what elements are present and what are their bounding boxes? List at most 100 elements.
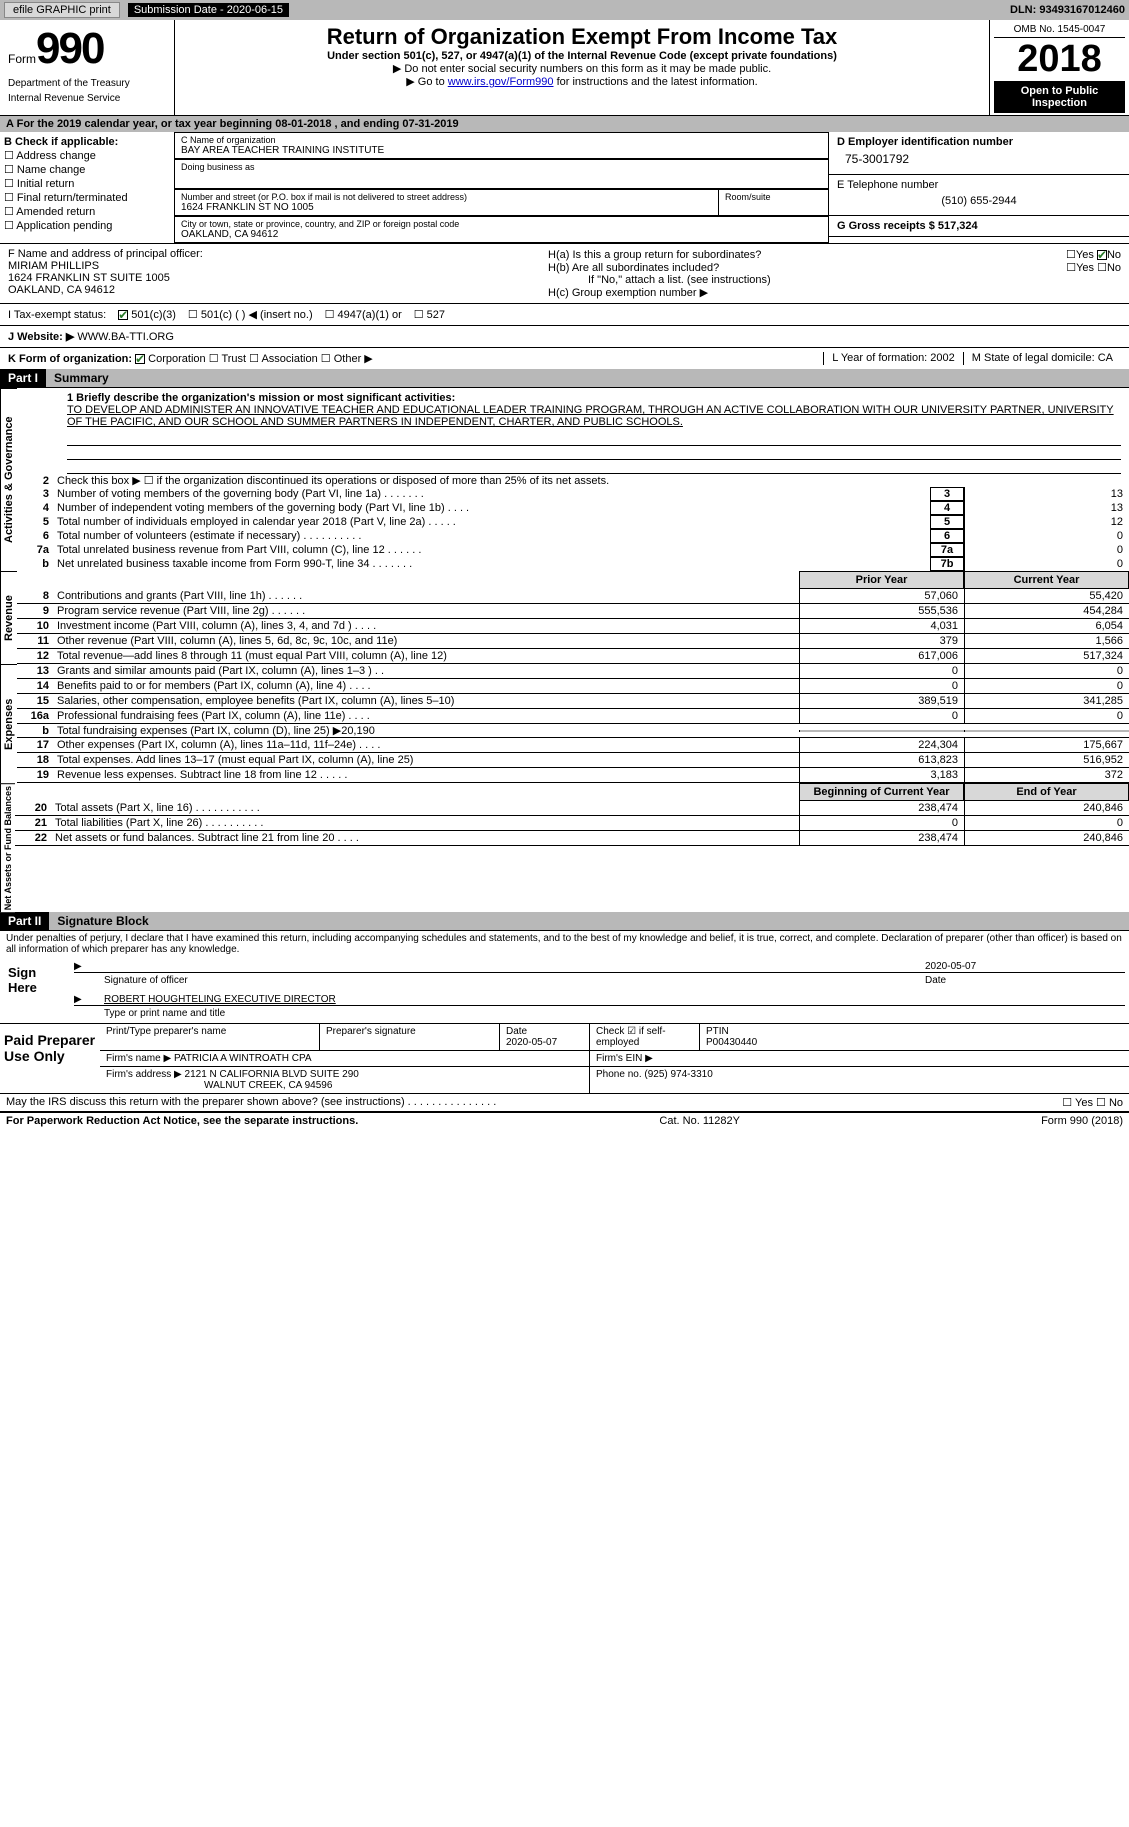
row2: Check this box ▶ ☐ if the organization d…: [57, 474, 1129, 487]
ssn-notice: ▶ Do not enter social security numbers o…: [179, 62, 985, 75]
irs: Internal Revenue Service: [8, 93, 166, 104]
ein: 75-3001792: [837, 148, 1121, 170]
dba-label: Doing business as: [181, 162, 822, 172]
hc: H(c) Group exemption number ▶: [548, 286, 1121, 299]
footer-mid: Cat. No. 11282Y: [659, 1115, 740, 1127]
g-label: G Gross receipts $ 517,324: [837, 220, 1121, 232]
part2-num: Part II: [0, 912, 49, 930]
firm-ein: Firm's EIN ▶: [590, 1051, 1129, 1066]
side-rev: Revenue: [0, 571, 17, 664]
print-name-l: Print/Type preparer's name: [100, 1024, 320, 1050]
table-row: 16aProfessional fundraising fees (Part I…: [17, 709, 1129, 724]
ha: H(a) Is this a group return for subordin…: [548, 249, 761, 261]
sign-here: Sign Here: [0, 957, 70, 1023]
officer-name-title: ROBERT HOUGHTELING EXECUTIVE DIRECTOR: [104, 994, 1125, 1005]
table-row: 8Contributions and grants (Part VIII, li…: [17, 589, 1129, 604]
curr-h: Current Year: [964, 571, 1129, 589]
i-label: I Tax-exempt status:: [8, 309, 106, 321]
tax-year: 2018: [994, 38, 1125, 81]
table-row: 10Investment income (Part VIII, column (…: [17, 619, 1129, 634]
officer-addr2: OAKLAND, CA 94612: [8, 284, 532, 296]
table-row: 6Total number of volunteers (estimate if…: [17, 529, 1129, 543]
subtitle: Under section 501(c), 527, or 4947(a)(1)…: [179, 50, 985, 62]
goto-pre: ▶ Go to: [406, 76, 447, 88]
ha-no-check: [1097, 250, 1107, 260]
hb-note: If "No," attach a list. (see instruction…: [548, 274, 1121, 286]
j-label: J Website: ▶: [8, 331, 74, 343]
side-exp: Expenses: [0, 664, 17, 783]
check-address[interactable]: ☐ Address change: [4, 149, 170, 162]
paid-preparer: Paid Preparer Use Only Print/Type prepar…: [0, 1023, 1129, 1093]
table-row: 3Number of voting members of the governi…: [17, 487, 1129, 501]
org-name: BAY AREA TEACHER TRAINING INSTITUTE: [181, 145, 822, 156]
table-row: 11Other revenue (Part VIII, column (A), …: [17, 634, 1129, 649]
e-label: E Telephone number: [837, 179, 1121, 191]
org-addr: 1624 FRANKLIN ST NO 1005: [181, 202, 712, 213]
officer-name: MIRIAM PHILLIPS: [8, 260, 532, 272]
type-name: Type or print name and title: [104, 1008, 225, 1019]
form-label: Form: [8, 52, 36, 66]
open-public: Open to Public Inspection: [994, 81, 1125, 113]
efile-btn[interactable]: efile GRAPHIC print: [4, 2, 120, 18]
table-row: 18Total expenses. Add lines 13–17 (must …: [17, 753, 1129, 768]
form-header: Form 990 Department of the Treasury Inte…: [0, 20, 1129, 116]
footer-left: For Paperwork Reduction Act Notice, see …: [6, 1115, 358, 1127]
submission-date: Submission Date - 2020-06-15: [128, 3, 289, 17]
addr-label: Number and street (or P.O. box if mail i…: [181, 192, 712, 202]
paid-label: Paid Preparer Use Only: [0, 1024, 100, 1093]
sig-date-val: 2020-05-07: [925, 961, 1125, 972]
website-url: WWW.BA-TTI.ORG: [77, 331, 174, 343]
part1-title: Summary: [46, 369, 1129, 387]
prep-sig-l: Preparer's signature: [320, 1024, 500, 1050]
table-row: 12Total revenue—add lines 8 through 11 (…: [17, 649, 1129, 664]
dept: Department of the Treasury: [8, 78, 166, 89]
f-label: F Name and address of principal officer:: [8, 248, 532, 260]
org-city: OAKLAND, CA 94612: [181, 229, 822, 240]
check-initial[interactable]: ☐ Initial return: [4, 177, 170, 190]
table-row: 4Number of independent voting members of…: [17, 501, 1129, 515]
mission-label: 1 Briefly describe the organization's mi…: [67, 392, 1121, 404]
part2-title: Signature Block: [49, 912, 1129, 930]
prior-h: Prior Year: [799, 571, 964, 589]
form-number: 990: [36, 24, 103, 74]
officer-addr1: 1624 FRANKLIN ST SUITE 1005: [8, 272, 532, 284]
main-title: Return of Organization Exempt From Incom…: [179, 24, 985, 50]
check-name[interactable]: ☐ Name change: [4, 163, 170, 176]
table-row: 20Total assets (Part X, line 16) . . . .…: [15, 801, 1129, 816]
irs-link[interactable]: www.irs.gov/Form990: [448, 76, 554, 88]
city-label: City or town, state or province, country…: [181, 219, 822, 229]
k-label: K Form of organization:: [8, 353, 132, 365]
table-row: 15Salaries, other compensation, employee…: [17, 694, 1129, 709]
section-b: B Check if applicable: ☐ Address change …: [0, 132, 1129, 243]
table-row: 22Net assets or fund balances. Subtract …: [15, 831, 1129, 846]
begin-h: Beginning of Current Year: [799, 783, 964, 801]
top-bar: efile GRAPHIC print Submission Date - 20…: [0, 0, 1129, 20]
sign-here-row: Sign Here ▶2020-05-07 Signature of offic…: [0, 957, 1129, 1023]
discuss-row: May the IRS discuss this return with the…: [0, 1093, 1129, 1111]
corp-check: [135, 354, 145, 364]
table-row: 19Revenue less expenses. Subtract line 1…: [17, 768, 1129, 783]
check-amended[interactable]: ☐ Amended return: [4, 205, 170, 218]
footer: For Paperwork Reduction Act Notice, see …: [0, 1111, 1129, 1129]
firm-phone: Phone no. (925) 974-3310: [590, 1067, 1129, 1093]
l-year: L Year of formation: 2002: [823, 352, 963, 365]
b-title: B Check if applicable:: [4, 136, 170, 148]
perjury-text: Under penalties of perjury, I declare th…: [0, 931, 1129, 957]
table-row: 5Total number of individuals employed in…: [17, 515, 1129, 529]
officer-row: F Name and address of principal officer:…: [0, 243, 1129, 303]
sig-date: Date: [925, 975, 1125, 986]
table-row: 17Other expenses (Part IX, column (A), l…: [17, 738, 1129, 753]
omb: OMB No. 1545-0047: [994, 22, 1125, 38]
check-self: Check ☑ if self-employed: [590, 1024, 700, 1050]
side-ag: Activities & Governance: [0, 388, 17, 571]
m-state: M State of legal domicile: CA: [963, 352, 1121, 365]
cal-year: A For the 2019 calendar year, or tax yea…: [0, 116, 1129, 132]
end-h: End of Year: [964, 783, 1129, 801]
table-row: 21Total liabilities (Part X, line 26) . …: [15, 816, 1129, 831]
c3-check: [118, 310, 128, 320]
dln: DLN: 93493167012460: [1010, 4, 1125, 16]
tax-status: I Tax-exempt status: 501(c)(3) ☐ 501(c) …: [0, 303, 1129, 325]
table-row: bTotal fundraising expenses (Part IX, co…: [17, 724, 1129, 738]
check-final[interactable]: ☐ Final return/terminated: [4, 191, 170, 204]
check-pending[interactable]: ☐ Application pending: [4, 219, 170, 232]
